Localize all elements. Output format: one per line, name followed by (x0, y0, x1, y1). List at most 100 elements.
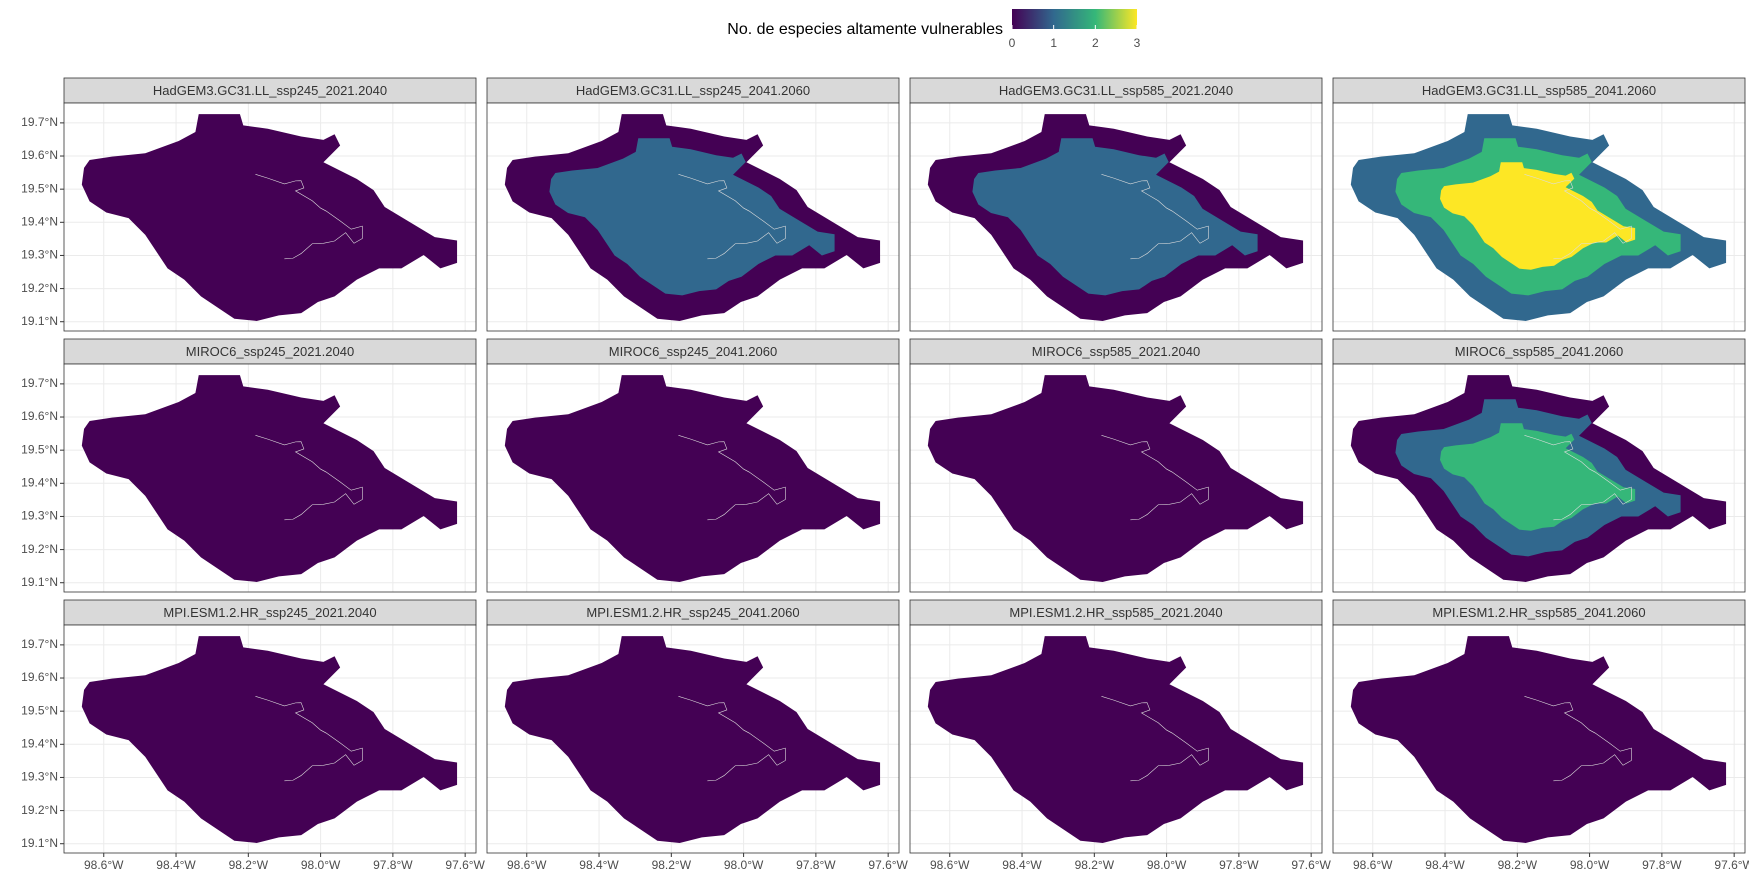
panel-border (63, 102, 477, 332)
y-tick-label: 19.3°N (21, 248, 58, 262)
panel-border (1332, 363, 1746, 593)
y-tick-label: 19.7°N (21, 637, 58, 651)
boundary (255, 174, 363, 260)
boundary (255, 696, 363, 782)
facet-strip (1332, 599, 1746, 626)
region-fill (927, 375, 1304, 582)
x-tick-label: 98.0°W (301, 858, 341, 872)
y-tick-label: 19.4°N (21, 214, 58, 228)
facet-strip (909, 338, 1323, 365)
region-fill (972, 138, 1258, 296)
facet-title: MIROC6_ssp245_2021.2040 (186, 344, 354, 359)
x-tick-label: 98.2°W (1498, 858, 1538, 872)
boundary (1101, 174, 1209, 260)
panel-border (486, 102, 900, 332)
facet-title: MPI.ESM1.2.HR_ssp585_2041.2060 (1432, 605, 1645, 620)
facet-title: HadGEM3.GC31.LL_ssp245_2041.2060 (576, 83, 810, 98)
x-tick-label: 98.2°W (652, 858, 692, 872)
facet-title: MPI.ESM1.2.HR_ssp585_2021.2040 (1009, 605, 1222, 620)
x-tick-label: 97.8°W (796, 858, 836, 872)
region-fill (81, 375, 458, 582)
facet-title: HadGEM3.GC31.LL_ssp245_2021.2040 (153, 83, 387, 98)
y-tick-label: 19.7°N (21, 115, 58, 129)
boundary (678, 696, 786, 782)
x-tick-label: 97.6°W (1714, 858, 1749, 872)
colorbar-label: 2 (1092, 36, 1099, 50)
facet-strip (486, 77, 900, 104)
y-tick-label: 19.2°N (21, 281, 58, 295)
region-fill (504, 636, 881, 843)
y-tick-label: 19.5°N (21, 703, 58, 717)
boundary (1101, 435, 1209, 521)
x-tick-label: 98.0°W (1147, 858, 1187, 872)
facet-strip (63, 338, 477, 365)
region-fill (549, 138, 835, 296)
panel-border (63, 363, 477, 593)
y-tick-label: 19.6°N (21, 148, 58, 162)
boundary (678, 174, 786, 260)
panel-border (909, 624, 1323, 854)
panel-border (486, 363, 900, 593)
colorbar (1012, 9, 1137, 29)
panel-border (63, 624, 477, 854)
x-tick-label: 97.6°W (1291, 858, 1331, 872)
y-tick-label: 19.2°N (21, 542, 58, 556)
colorbar-label: 0 (1009, 36, 1016, 50)
y-tick-label: 19.1°N (21, 575, 58, 589)
y-tick-label: 19.7°N (21, 376, 58, 390)
y-tick-label: 19.4°N (21, 736, 58, 750)
x-tick-label: 97.8°W (1642, 858, 1682, 872)
y-tick-label: 19.6°N (21, 409, 58, 423)
panel-border (486, 624, 900, 854)
boundary (1524, 696, 1632, 782)
x-tick-label: 98.6°W (930, 858, 970, 872)
facet-strip (909, 599, 1323, 626)
x-tick-label: 98.4°W (579, 858, 619, 872)
panel-border (909, 102, 1323, 332)
y-tick-label: 19.3°N (21, 509, 58, 523)
facet-title: HadGEM3.GC31.LL_ssp585_2021.2040 (999, 83, 1233, 98)
facet-strip (486, 338, 900, 365)
boundary (678, 435, 786, 521)
y-tick-label: 19.3°N (21, 770, 58, 784)
facet-title: MPI.ESM1.2.HR_ssp245_2041.2060 (586, 605, 799, 620)
x-tick-label: 98.0°W (1570, 858, 1610, 872)
boundary (1524, 174, 1632, 260)
y-tick-label: 19.5°N (21, 442, 58, 456)
x-tick-label: 98.6°W (84, 858, 124, 872)
region-fill (927, 636, 1304, 843)
x-tick-label: 98.2°W (1075, 858, 1115, 872)
colorbar-label: 3 (1134, 36, 1141, 50)
facet-strip (63, 77, 477, 104)
facet-title: MIROC6_ssp585_2041.2060 (1455, 344, 1623, 359)
facet-title: MPI.ESM1.2.HR_ssp245_2021.2040 (163, 605, 376, 620)
x-tick-label: 98.4°W (1425, 858, 1465, 872)
panel-border (1332, 624, 1746, 854)
region-fill (1439, 162, 1636, 270)
x-tick-label: 98.0°W (724, 858, 764, 872)
facet-title: MIROC6_ssp245_2041.2060 (609, 344, 777, 359)
facet-strip (63, 599, 477, 626)
x-tick-label: 97.6°W (868, 858, 908, 872)
facet-strip (1332, 77, 1746, 104)
x-tick-label: 97.6°W (445, 858, 485, 872)
boundary (1101, 696, 1209, 782)
facet-strip (909, 77, 1323, 104)
x-tick-label: 98.6°W (1353, 858, 1393, 872)
x-tick-label: 98.4°W (1002, 858, 1042, 872)
y-tick-label: 19.2°N (21, 803, 58, 817)
region-fill (81, 636, 458, 843)
x-tick-label: 98.4°W (156, 858, 196, 872)
region-fill (81, 114, 458, 321)
boundary (255, 435, 363, 521)
colorbar-label: 1 (1050, 36, 1057, 50)
x-tick-label: 98.2°W (229, 858, 269, 872)
legend-title: No. de especies altamente vulnerables (727, 21, 1003, 38)
y-tick-label: 19.6°N (21, 670, 58, 684)
y-tick-label: 19.1°N (21, 836, 58, 850)
y-tick-label: 19.5°N (21, 181, 58, 195)
facet-strip (1332, 338, 1746, 365)
x-tick-label: 97.8°W (373, 858, 413, 872)
x-tick-label: 97.8°W (1219, 858, 1259, 872)
